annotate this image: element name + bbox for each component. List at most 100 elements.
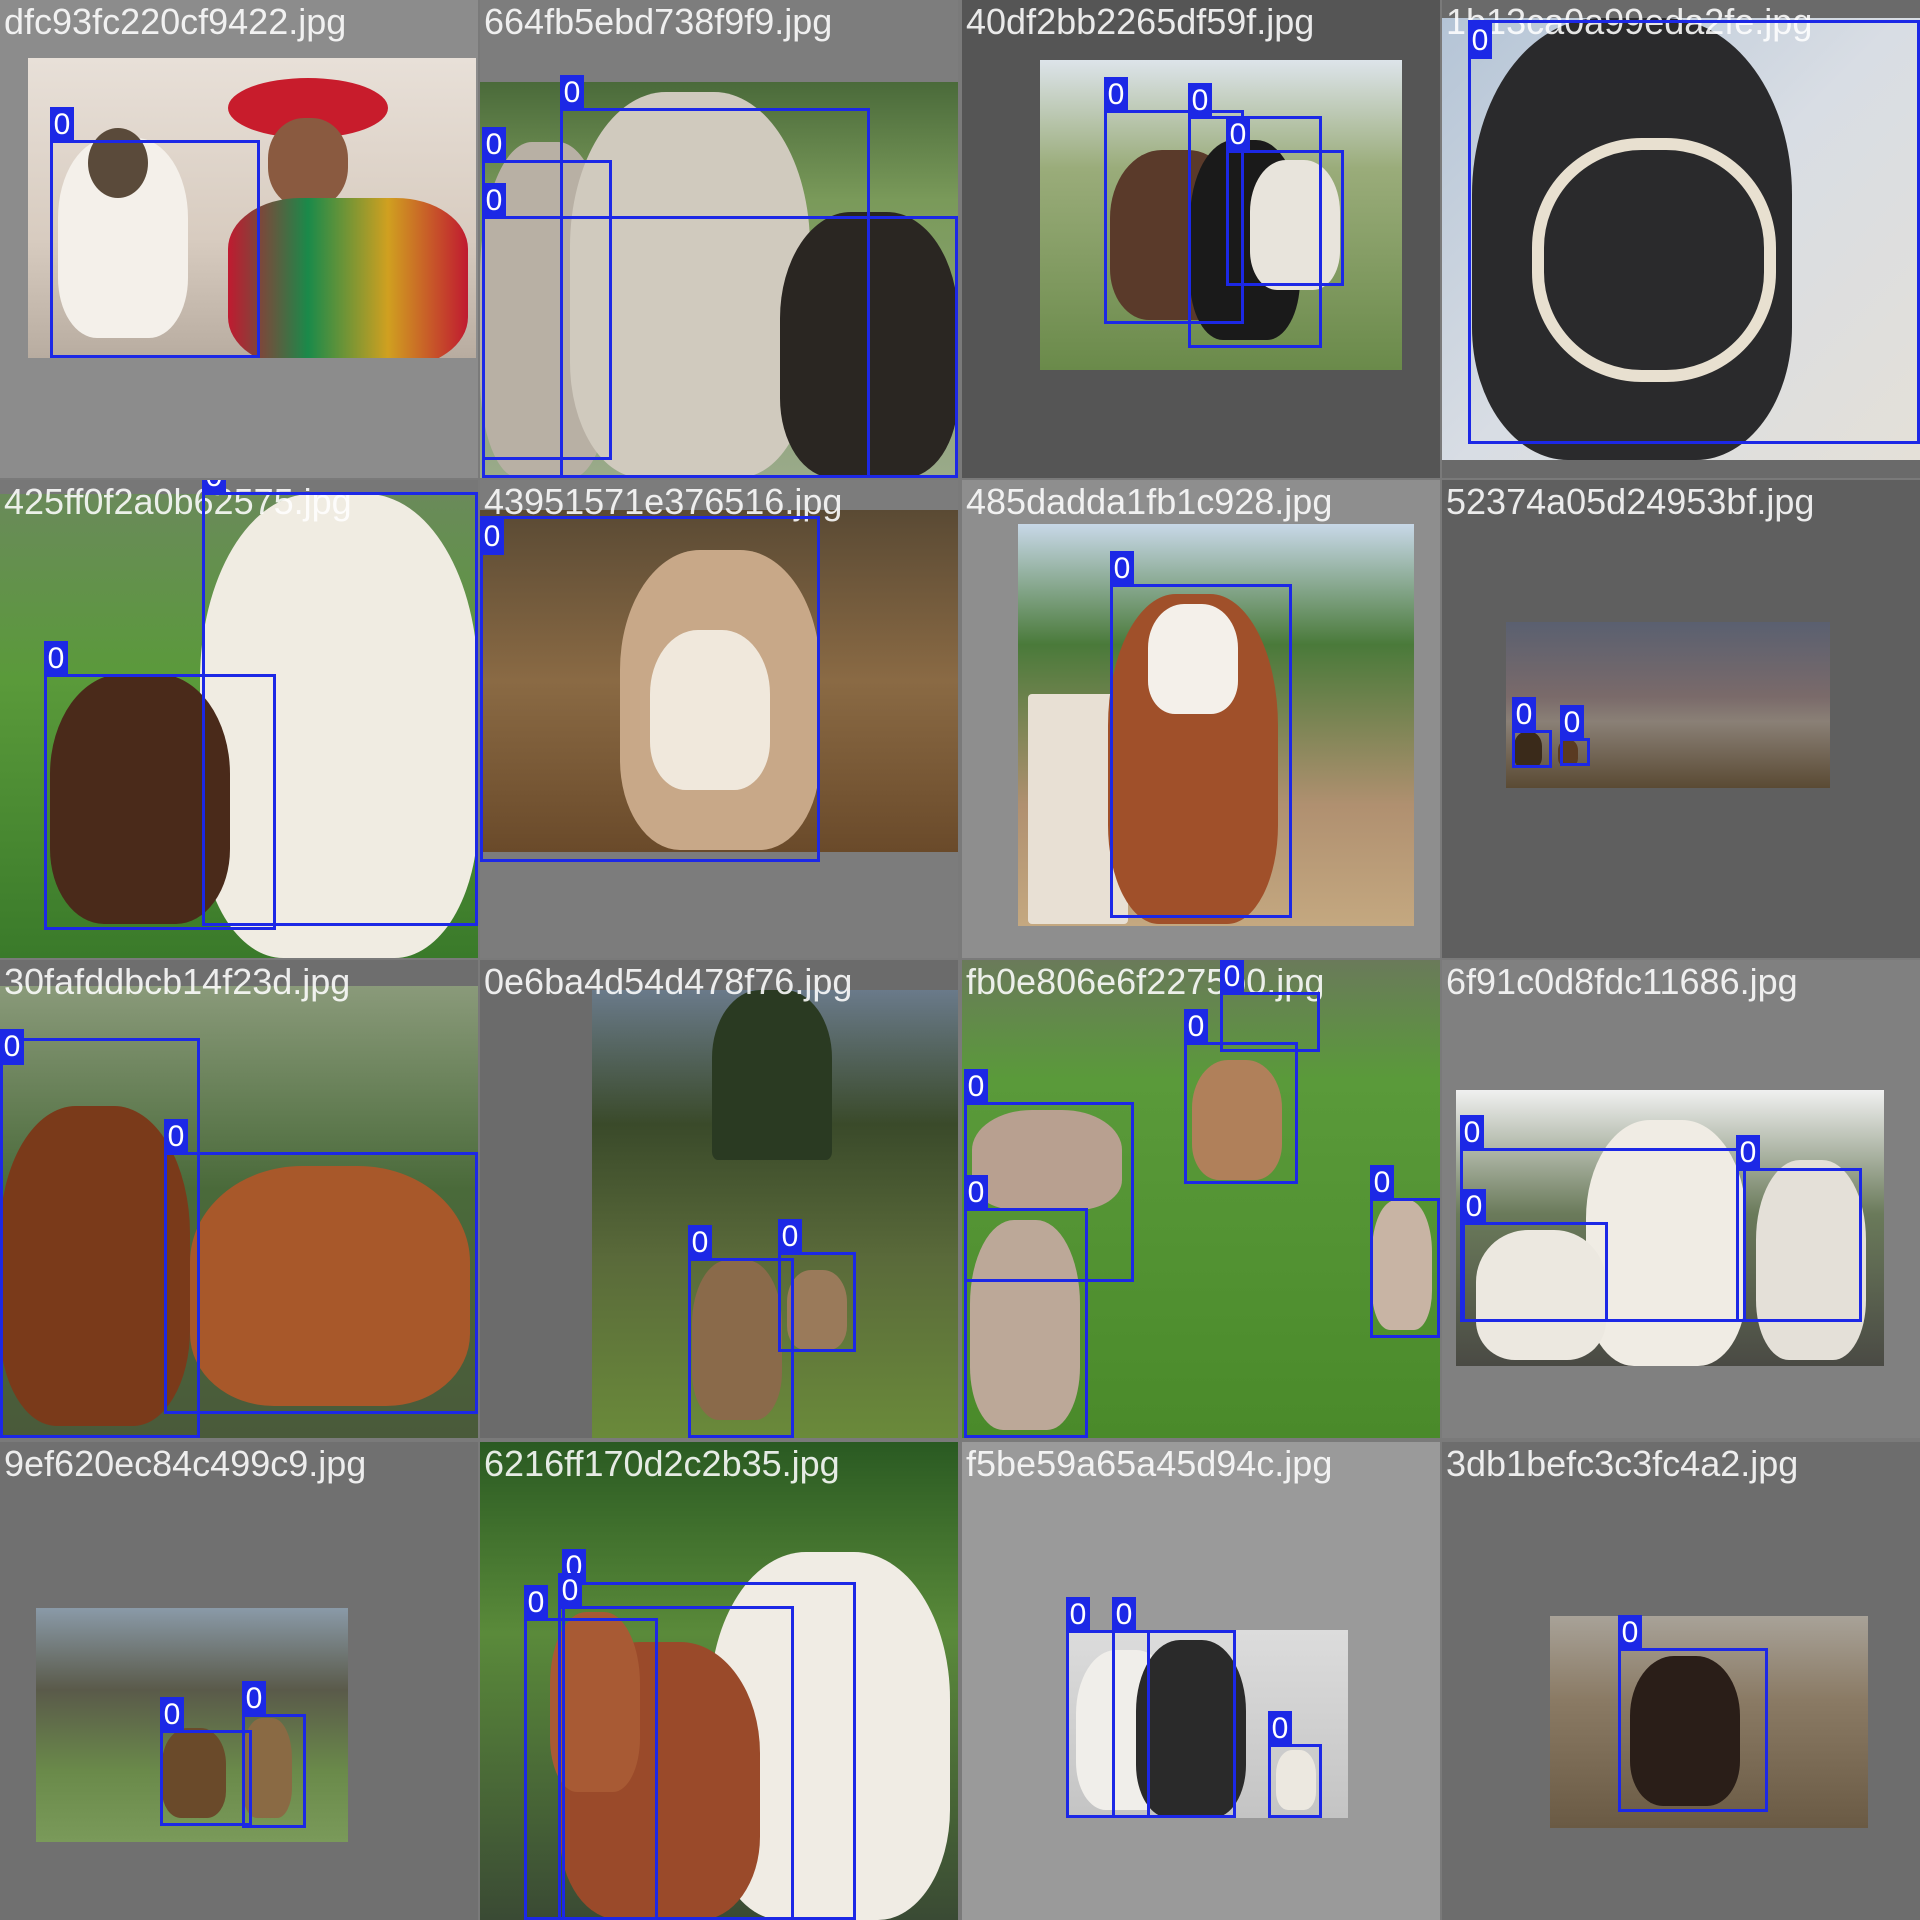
photo (592, 990, 958, 1438)
class-label: 0 (1112, 1597, 1136, 1633)
bounding-box[interactable]: 0 (964, 1175, 1088, 1438)
class-label: 0 (0, 1029, 24, 1065)
class-label: 0 (964, 1069, 988, 1105)
filename-label: 485dadda1fb1c928.jpg (966, 481, 1333, 522)
class-label: 0 (1220, 960, 1244, 995)
class-label: 0 (1736, 1135, 1760, 1171)
class-label: 0 (44, 641, 68, 677)
bounding-box[interactable]: 0 (482, 183, 958, 478)
bounding-box[interactable]: 0 (202, 480, 478, 926)
tile-10[interactable]: fb0e806e6f2275b0.jpg 0 0 0 0 0 (962, 960, 1440, 1438)
class-label: 0 (1104, 77, 1128, 113)
bounding-box[interactable]: 0 (1370, 1165, 1440, 1338)
bounding-box[interactable]: 0 (1462, 1189, 1608, 1322)
tile-8[interactable]: 30fafddbcb14f23d.jpg 0 0 (0, 960, 478, 1438)
filename-label: 3db1befc3c3fc4a2.jpg (1446, 1443, 1799, 1484)
class-label: 0 (1184, 1009, 1208, 1045)
photo (1442, 18, 1920, 460)
filename-label: 6f91c0d8fdc11686.jpg (1446, 961, 1798, 1002)
filename-label: 9ef620ec84c499c9.jpg (4, 1443, 367, 1484)
class-label: 0 (202, 480, 226, 495)
filename-label: dfc93fc220cf9422.jpg (4, 1, 347, 42)
bounding-box[interactable]: 0 (164, 1119, 478, 1414)
tile-4[interactable]: 425ff0f2a0b62575.jpg 0 0 (0, 480, 478, 958)
photo (28, 58, 476, 358)
filename-label: 30fafddbcb14f23d.jpg (4, 961, 351, 1002)
bounding-box[interactable]: 0 (160, 1697, 252, 1826)
photo (0, 494, 478, 958)
filename-label: 43951571e376516.jpg (484, 481, 843, 522)
filename-label: 6216ff170d2c2b35.jpg (484, 1443, 840, 1484)
class-label: 0 (1512, 697, 1536, 733)
class-label: 0 (480, 519, 504, 555)
tile-15[interactable]: 3db1befc3c3fc4a2.jpg 0 (1442, 1442, 1920, 1920)
bounding-box[interactable]: 0 (1184, 1009, 1298, 1184)
bounding-box[interactable]: 0 (50, 107, 260, 358)
photo (1550, 1616, 1868, 1828)
tile-5[interactable]: 43951571e376516.jpg 0 (480, 480, 958, 958)
class-label: 0 (688, 1225, 712, 1261)
class-label: 0 (560, 75, 584, 111)
bounding-box[interactable]: 0 (558, 1573, 794, 1920)
photo (0, 986, 478, 1438)
bounding-box[interactable]: 0 (1560, 705, 1590, 766)
class-label: 0 (1460, 1115, 1484, 1151)
class-label: 0 (50, 107, 74, 143)
photo (36, 1608, 348, 1842)
tile-9[interactable]: 0e6ba4d54d478f76.jpg 0 0 (480, 960, 958, 1438)
tile-11[interactable]: 6f91c0d8fdc11686.jpg 0 0 0 (1442, 960, 1920, 1438)
bounding-box[interactable]: 0 (480, 516, 820, 862)
bounding-box[interactable]: 0 (1468, 20, 1920, 444)
bounding-box[interactable]: 0 (1112, 1597, 1236, 1818)
bounding-box[interactable]: 0 (0, 1029, 200, 1438)
filename-label: 40df2bb2265df59f.jpg (966, 1, 1315, 42)
tile-12[interactable]: 9ef620ec84c499c9.jpg 0 0 (0, 1442, 478, 1920)
bounding-box[interactable]: 0 (1110, 551, 1292, 918)
tile-6[interactable]: 485dadda1fb1c928.jpg 0 (962, 480, 1440, 958)
class-label: 0 (1268, 1711, 1292, 1747)
class-label: 0 (1226, 117, 1250, 153)
bounding-box[interactable]: 0 (688, 1225, 794, 1438)
tile-3[interactable]: 1b13ca0a99eda2fe.jpg 0 (1442, 0, 1920, 478)
bounding-box[interactable]: 0 (1226, 117, 1344, 286)
bounding-box[interactable]: 0 (1512, 697, 1552, 768)
bounding-box[interactable]: 0 (1220, 960, 1320, 1052)
class-label: 0 (1110, 551, 1134, 587)
bounding-box[interactable]: 0 (1736, 1135, 1862, 1322)
photo (480, 510, 958, 852)
photo (1506, 622, 1830, 788)
photo (1018, 524, 1414, 926)
bounding-box[interactable]: 0 (778, 1219, 856, 1352)
class-label: 0 (482, 127, 506, 163)
photo (480, 1442, 958, 1920)
class-label: 0 (1188, 83, 1212, 119)
filename-label: 425ff0f2a0b62575.jpg (4, 481, 352, 522)
tile-7[interactable]: 52374a05d24953bf.jpg 0 0 (1442, 480, 1920, 958)
tile-14[interactable]: f5be59a65a45d94c.jpg 0 0 0 (962, 1442, 1440, 1920)
bounding-box[interactable]: 0 (44, 641, 276, 930)
class-label: 0 (524, 1585, 548, 1621)
class-label: 0 (778, 1219, 802, 1255)
tile-1[interactable]: 664fb5ebd738f9f9.jpg 0 0 0 (480, 0, 958, 478)
class-label: 0 (242, 1681, 266, 1717)
bounding-box[interactable]: 0 (1066, 1597, 1150, 1818)
bounding-box[interactable]: 0 (1104, 77, 1244, 324)
bounding-box[interactable]: 0 (242, 1681, 306, 1828)
class-label: 0 (558, 1573, 582, 1609)
filename-label: 0e6ba4d54d478f76.jpg (484, 961, 853, 1002)
class-label: 0 (160, 1697, 184, 1733)
bounding-box[interactable]: 0 (1268, 1711, 1322, 1818)
class-label: 0 (164, 1119, 188, 1155)
class-label: 0 (482, 183, 506, 219)
tile-2[interactable]: 40df2bb2265df59f.jpg 0 0 0 0 (962, 0, 1440, 478)
bounding-box[interactable]: 0 (1188, 83, 1322, 348)
class-label: 0 (1468, 23, 1492, 59)
tile-0[interactable]: dfc93fc220cf9422.jpg 0 (0, 0, 478, 478)
class-label: 0 (1560, 705, 1584, 741)
tile-13[interactable]: 6216ff170d2c2b35.jpg 0 0 0 (480, 1442, 958, 1920)
class-label: 0 (964, 1175, 988, 1211)
bounding-box[interactable]: 0 (1618, 1615, 1768, 1812)
class-label: 0 (1462, 1189, 1486, 1225)
bounding-box[interactable]: 0 (1162, 150, 1202, 310)
